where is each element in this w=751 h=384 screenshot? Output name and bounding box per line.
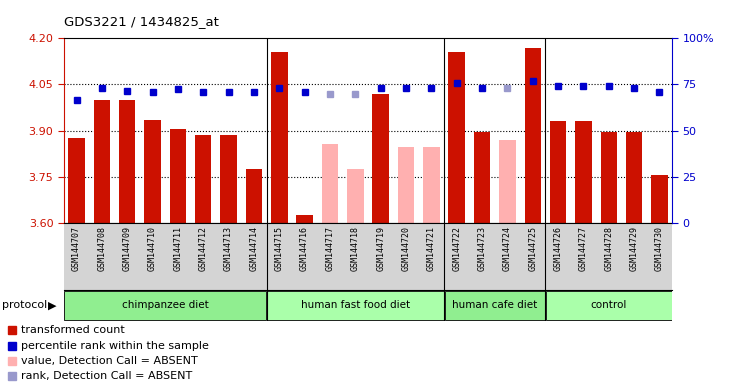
Text: GSM144713: GSM144713	[224, 226, 233, 271]
Text: GSM144719: GSM144719	[376, 226, 385, 271]
Bar	[271, 52, 288, 223]
Text: GSM144716: GSM144716	[300, 226, 309, 271]
Text: GSM144724: GSM144724	[503, 226, 512, 271]
Text: transformed count: transformed count	[21, 325, 125, 335]
Bar	[170, 129, 186, 223]
Bar	[524, 48, 541, 223]
Bar	[651, 175, 668, 223]
Text: GSM144727: GSM144727	[579, 226, 588, 271]
Bar	[445, 291, 545, 320]
Text: GSM144722: GSM144722	[452, 226, 461, 271]
Text: protocol: protocol	[2, 300, 47, 310]
Bar	[372, 94, 389, 223]
Text: GSM144707: GSM144707	[72, 226, 81, 271]
Text: control: control	[590, 300, 627, 310]
Bar	[195, 135, 212, 223]
Text: GSM144710: GSM144710	[148, 226, 157, 271]
Text: GSM144721: GSM144721	[427, 226, 436, 271]
Bar	[423, 147, 439, 223]
Text: GSM144725: GSM144725	[528, 226, 537, 271]
Bar	[220, 135, 237, 223]
Bar	[601, 132, 617, 223]
Text: GSM144729: GSM144729	[629, 226, 638, 271]
Text: GSM144723: GSM144723	[478, 226, 487, 271]
Bar	[246, 169, 262, 223]
Text: rank, Detection Call = ABSENT: rank, Detection Call = ABSENT	[21, 371, 192, 381]
Bar	[119, 100, 135, 223]
Bar	[474, 132, 490, 223]
Text: GSM144709: GSM144709	[122, 226, 131, 271]
Text: GSM144711: GSM144711	[173, 226, 182, 271]
Bar	[68, 138, 85, 223]
Bar	[499, 140, 516, 223]
Bar	[267, 291, 444, 320]
Text: GSM144714: GSM144714	[249, 226, 258, 271]
Bar	[347, 169, 363, 223]
Bar	[144, 120, 161, 223]
Bar	[398, 147, 415, 223]
Text: GSM144717: GSM144717	[325, 226, 334, 271]
Bar	[94, 100, 110, 223]
Text: GSM144708: GSM144708	[98, 226, 107, 271]
Bar	[546, 291, 671, 320]
Bar	[297, 215, 313, 223]
Bar	[65, 291, 266, 320]
Text: value, Detection Call = ABSENT: value, Detection Call = ABSENT	[21, 356, 198, 366]
Text: GSM144726: GSM144726	[553, 226, 562, 271]
Bar	[448, 52, 465, 223]
Text: ▶: ▶	[48, 300, 57, 310]
Text: chimpanzee diet: chimpanzee diet	[122, 300, 209, 310]
Text: GSM144728: GSM144728	[605, 226, 614, 271]
Text: GSM144720: GSM144720	[402, 226, 411, 271]
Text: percentile rank within the sample: percentile rank within the sample	[21, 341, 209, 351]
Bar	[626, 132, 642, 223]
Bar	[575, 121, 592, 223]
Text: GSM144730: GSM144730	[655, 226, 664, 271]
Bar	[550, 121, 566, 223]
Text: GSM144718: GSM144718	[351, 226, 360, 271]
Text: GSM144715: GSM144715	[275, 226, 284, 271]
Text: human cafe diet: human cafe diet	[452, 300, 538, 310]
Text: human fast food diet: human fast food diet	[300, 300, 410, 310]
Text: GSM144712: GSM144712	[199, 226, 208, 271]
Text: GDS3221 / 1434825_at: GDS3221 / 1434825_at	[64, 15, 219, 28]
Bar	[321, 144, 338, 223]
